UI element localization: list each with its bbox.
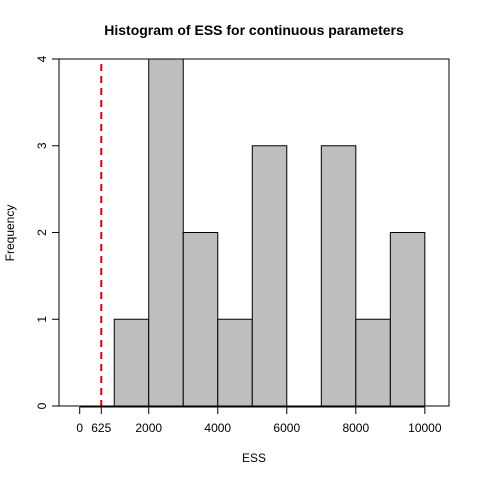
x-tick-label-3: 4000: [204, 421, 231, 435]
x-axis-label: ESS: [242, 451, 266, 465]
histogram-bar-2: [182, 232, 219, 407]
histogram-bar-3: [217, 318, 253, 407]
x-tick-label-4: 6000: [273, 421, 300, 435]
histogram-bar-1: [148, 58, 184, 407]
x-tick-label-0: 0: [76, 421, 83, 435]
y-tick-label-1: 1: [35, 316, 49, 323]
histogram-bar-4: [251, 145, 288, 407]
x-tick-label-2: 2000: [135, 421, 162, 435]
y-tick-label-3: 3: [35, 142, 49, 149]
histogram-bar-8: [389, 232, 426, 407]
y-axis: 0 1 2 3 4: [35, 55, 60, 409]
x-tick-label-5: 8000: [342, 421, 369, 435]
x-tick-label-6: 10000: [408, 421, 442, 435]
x-axis: 0 625 2000 4000 6000 8000 10000: [76, 406, 442, 435]
y-tick-label-4: 4: [35, 55, 49, 62]
x-tick-label-1: 625: [91, 421, 111, 435]
histogram-bar-0: [113, 318, 150, 407]
bars-layer: [113, 58, 426, 407]
y-tick-label-0: 0: [35, 402, 49, 409]
histogram-bar-7: [355, 318, 391, 407]
histogram-bar-6: [320, 145, 357, 407]
y-tick-label-2: 2: [35, 229, 49, 236]
chart-title: Histogram of ESS for continuous paramete…: [104, 22, 404, 38]
y-axis-label: Frequency: [3, 205, 17, 262]
